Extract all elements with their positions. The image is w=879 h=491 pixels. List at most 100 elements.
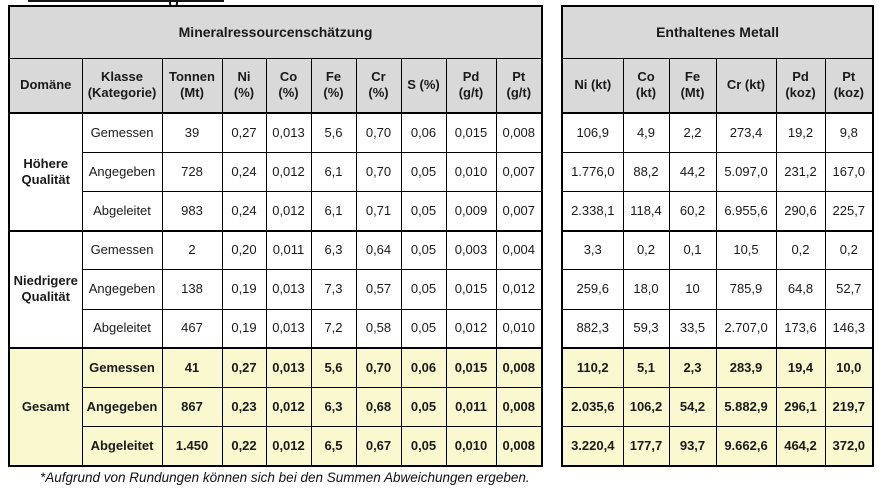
metal-cell: 173,6	[775, 308, 826, 349]
resource-cell: 6,1	[310, 151, 357, 192]
metal-cell: 9,8	[824, 112, 874, 153]
resource-cell: 7,2	[310, 308, 357, 349]
metal-cell: 283,9	[715, 347, 777, 389]
klasse-cell: Gemessen	[81, 347, 163, 389]
metal-cell: 146,3	[824, 308, 874, 349]
table-row: Höhere Qualität Gemessen 39 0,27 0,013 5,6 0,7…	[8, 112, 543, 232]
resource-cell: 0,05	[400, 151, 447, 192]
table-row: Niedrigere Qualität Gemessen 2 0,20 0,011 6,3…	[8, 229, 543, 349]
resource-cell: 0,013	[265, 269, 312, 310]
metal-cell: 273,4	[715, 112, 777, 153]
resource-cell: 39	[161, 112, 223, 153]
resource-cell: 0,58	[355, 308, 402, 349]
resource-cell: 0,010	[445, 426, 497, 467]
metal-cell: 2.035,6	[561, 387, 624, 428]
metal-cell: 44,2	[668, 151, 717, 192]
table-row: 259,6 18,0 10 785,9 64,8 52,7	[561, 269, 874, 310]
klasse-cell: Gemessen	[81, 112, 163, 153]
table-title: Enthaltenes Metall	[561, 5, 874, 59]
metal-cell: 5.097,0	[715, 151, 777, 192]
table-row: Abgeleitet 983 0,24 0,012 6,1 0,71 0,05 0,009 0,…	[9, 190, 543, 232]
resource-cell: 0,004	[495, 229, 543, 271]
resource-cell: 41	[161, 347, 223, 389]
metal-cell: 33,5	[668, 308, 717, 349]
col-header-fe-mt: Fe (Mt)	[668, 57, 717, 114]
resource-cell: 0,012	[265, 387, 312, 428]
metal-cell: 882,3	[561, 308, 624, 349]
resource-cell: 0,012	[265, 426, 312, 467]
cropped-title-fragment	[28, 0, 224, 2]
resource-cell: 983	[161, 190, 223, 232]
metal-cell: 4,9	[622, 112, 670, 153]
resource-cell: 0,64	[355, 229, 402, 271]
metal-cell: 118,4	[622, 190, 670, 232]
metal-cell: 110,2	[561, 347, 624, 389]
resource-cell: 0,70	[355, 347, 402, 389]
col-header-co-pct: Co (%)	[265, 57, 312, 114]
table-row: Angegeben 867 0,23 0,012 6,3 0,68 0,05 0,011 0,0…	[9, 387, 543, 428]
resource-cell: 0,010	[445, 151, 497, 192]
resource-cell: 0,27	[221, 112, 267, 153]
resource-cell: 0,012	[445, 308, 497, 349]
resource-cell: 0,57	[355, 269, 402, 310]
domain-cell: Höhere Qualität	[8, 112, 83, 232]
metal-cell: 296,1	[775, 387, 826, 428]
resource-cell: 7,3	[310, 269, 357, 310]
resource-cell: 0,05	[400, 190, 447, 232]
metal-cell: 52,7	[824, 269, 874, 310]
resource-cell: 0,007	[495, 190, 543, 232]
table-row: 110,2 5,1 2,3 283,9 19,4 10,0	[561, 347, 874, 389]
resource-cell: 0,05	[400, 229, 447, 271]
resource-cell: 6,3	[310, 229, 357, 271]
col-header-tonnen: Tonnen (Mt)	[161, 57, 223, 114]
resource-cell: 0,71	[355, 190, 402, 232]
resource-cell: 0,008	[495, 387, 543, 428]
resource-cell: 0,013	[265, 347, 312, 389]
metal-cell: 0,2	[824, 229, 874, 271]
table-row: Angegeben 138 0,19 0,013 7,3 0,57 0,05 0,015 0,0…	[9, 269, 543, 310]
klasse-cell: Abgeleitet	[81, 426, 163, 467]
col-header-pd-koz: Pd (koz)	[775, 57, 826, 114]
resource-cell: 0,010	[495, 308, 543, 349]
resource-cell: 0,015	[445, 112, 497, 153]
col-header-pd-gt: Pd (g/t)	[445, 57, 497, 114]
col-header-pt-gt: Pt (g/t)	[495, 57, 543, 114]
metal-cell: 19,2	[775, 112, 826, 153]
table-row: 3,3 0,2 0,1 10,5 0,2 0,2	[561, 229, 874, 271]
resource-cell: 0,23	[221, 387, 267, 428]
resource-cell: 0,05	[400, 308, 447, 349]
resource-cell: 0,015	[445, 269, 497, 310]
col-header-fe-pct: Fe (%)	[310, 57, 357, 114]
col-header-domaene: Domäne	[8, 57, 83, 114]
metal-cell: 64,8	[775, 269, 826, 310]
metal-cell: 60,2	[668, 190, 717, 232]
domain-cell: Niedrigere Qualität	[8, 229, 83, 349]
table-row: 1.776,0 88,2 44,2 5.097,0 231,2 167,0	[561, 151, 874, 192]
table-row: 882,3 59,3 33,5 2.707,0 173,6 146,3	[561, 308, 874, 349]
contained-metal-table: Enthaltenes Metall Ni (kt) Co (kt) Fe (M…	[561, 5, 875, 467]
table-row: Angegeben 728 0,24 0,012 6,1 0,70 0,05 0,010 0,0…	[9, 151, 543, 192]
metal-cell: 2,2	[668, 112, 717, 153]
resource-cell: 6,1	[310, 190, 357, 232]
col-header-s-pct: S (%)	[400, 57, 447, 114]
resource-cell: 0,06	[400, 112, 447, 153]
col-header-ni-kt: Ni (kt)	[561, 57, 624, 114]
metal-cell: 9.662,6	[715, 426, 777, 467]
metal-cell: 54,2	[668, 387, 717, 428]
metal-cell: 3,3	[561, 229, 624, 271]
resource-cell: 0,012	[495, 269, 543, 310]
resource-cell: 0,013	[265, 308, 312, 349]
table-row: 106,9 4,9 2,2 273,4 19,2 9,8	[561, 112, 874, 153]
resource-cell: 0,24	[221, 151, 267, 192]
metal-cell: 106,9	[561, 112, 624, 153]
metal-cell: 19,4	[775, 347, 826, 389]
klasse-cell: Angegeben	[81, 387, 163, 428]
resource-cell: 6,3	[310, 387, 357, 428]
rounding-footnote: *Aufgrund von Rundungen können sich bei …	[40, 470, 530, 485]
klasse-cell: Gemessen	[81, 229, 163, 271]
metal-cell: 10,0	[824, 347, 874, 389]
metal-cell: 1.776,0	[561, 151, 624, 192]
col-header-cr-pct: Cr (%)	[355, 57, 402, 114]
resource-cell: 867	[161, 387, 223, 428]
